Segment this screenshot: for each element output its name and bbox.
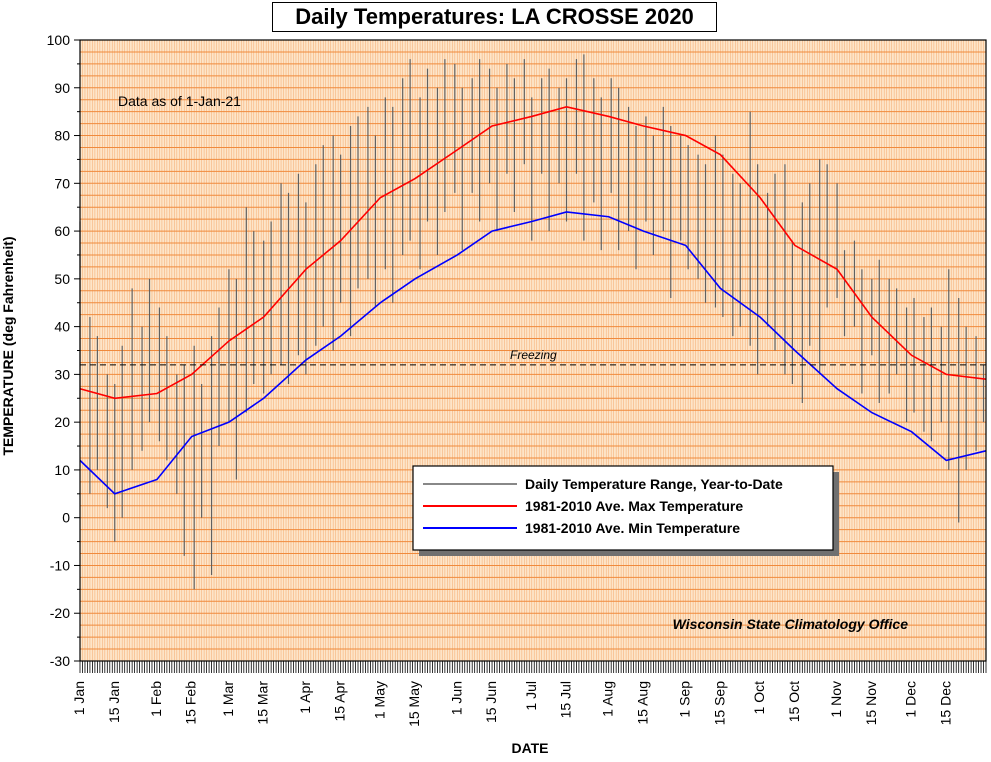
y-tick-label: 100 (47, 32, 71, 48)
data-as-of-label: Data as of 1-Jan-21 (118, 93, 241, 109)
freezing-label: Freezing (510, 348, 557, 362)
x-tick-label: 15 Jul (558, 681, 574, 718)
y-tick-label: 30 (54, 366, 70, 382)
y-tick-label: -10 (50, 557, 70, 573)
x-tick-label: 15 Jun (483, 681, 499, 723)
x-tick-label: 1 Sep (677, 681, 693, 718)
x-tick-label: 15 Jan (106, 681, 122, 723)
x-tick-label: 1 Dec (903, 681, 919, 718)
x-tick-label: 15 Dec (937, 681, 953, 725)
x-tick-label: 15 Apr (332, 681, 348, 722)
y-tick-label: 0 (62, 510, 70, 526)
y-tick-label: 80 (54, 128, 70, 144)
y-tick-label: -30 (50, 653, 70, 669)
x-tick-label: 15 Feb (183, 681, 199, 725)
daily-range-series (79, 54, 985, 590)
y-tick-label: 10 (54, 462, 70, 478)
x-tick-label: 1 Mar (220, 681, 236, 717)
y-tick-label: 70 (54, 175, 70, 191)
legend-label: 1981-2010 Ave. Max Temperature (525, 498, 743, 514)
x-axis: 1 Jan 15 Jan 1 Feb 15 Feb 1 Mar 15 Mar 1 Apr 15… (71, 661, 987, 727)
legend-label: Daily Temperature Range, Year-to-Date (525, 476, 783, 492)
legend-label: 1981-2010 Ave. Min Temperature (525, 520, 740, 536)
x-tick-label: 15 May (406, 681, 422, 727)
y-tick-label: -20 (50, 605, 70, 621)
x-tick-label: 1 Aug (600, 681, 616, 717)
x-tick-label: 15 Mar (255, 681, 271, 725)
x-tick-label: 1 Apr (297, 681, 313, 714)
y-tick-label: 60 (54, 223, 70, 239)
x-tick-label: 1 Jul (523, 681, 539, 711)
x-tick-label: 1 Oct (751, 681, 767, 715)
x-tick-label: 15 Sep (711, 681, 727, 726)
x-tick-label: 1 Jan (71, 681, 87, 715)
x-tick-label: 1 Jun (448, 681, 464, 715)
legend-box (412, 465, 834, 551)
x-tick-label: 15 Aug (634, 681, 650, 725)
y-tick-label: 20 (54, 414, 70, 430)
x-tick-label: 15 Nov (863, 681, 879, 725)
y-tick-label: 40 (54, 319, 70, 335)
source-label: Wisconsin State Climatology Office (673, 616, 909, 632)
x-tick-label: 15 Oct (786, 681, 802, 722)
y-tick-label: 90 (54, 80, 70, 96)
x-tick-label: 1 May (371, 681, 387, 719)
x-tick-label: 1 Feb (148, 681, 164, 717)
y-tick-label: 50 (54, 271, 70, 287)
x-axis-label: DATE (511, 740, 549, 756)
x-tick-label: 1 Nov (828, 681, 844, 718)
chart-title: Daily Temperatures: LA CROSSE 2020 (272, 2, 717, 32)
avg-min-line (79, 211, 987, 495)
avg-max-line (79, 106, 987, 400)
legend: Daily Temperature Range, Year-to-Date 198… (412, 465, 839, 556)
